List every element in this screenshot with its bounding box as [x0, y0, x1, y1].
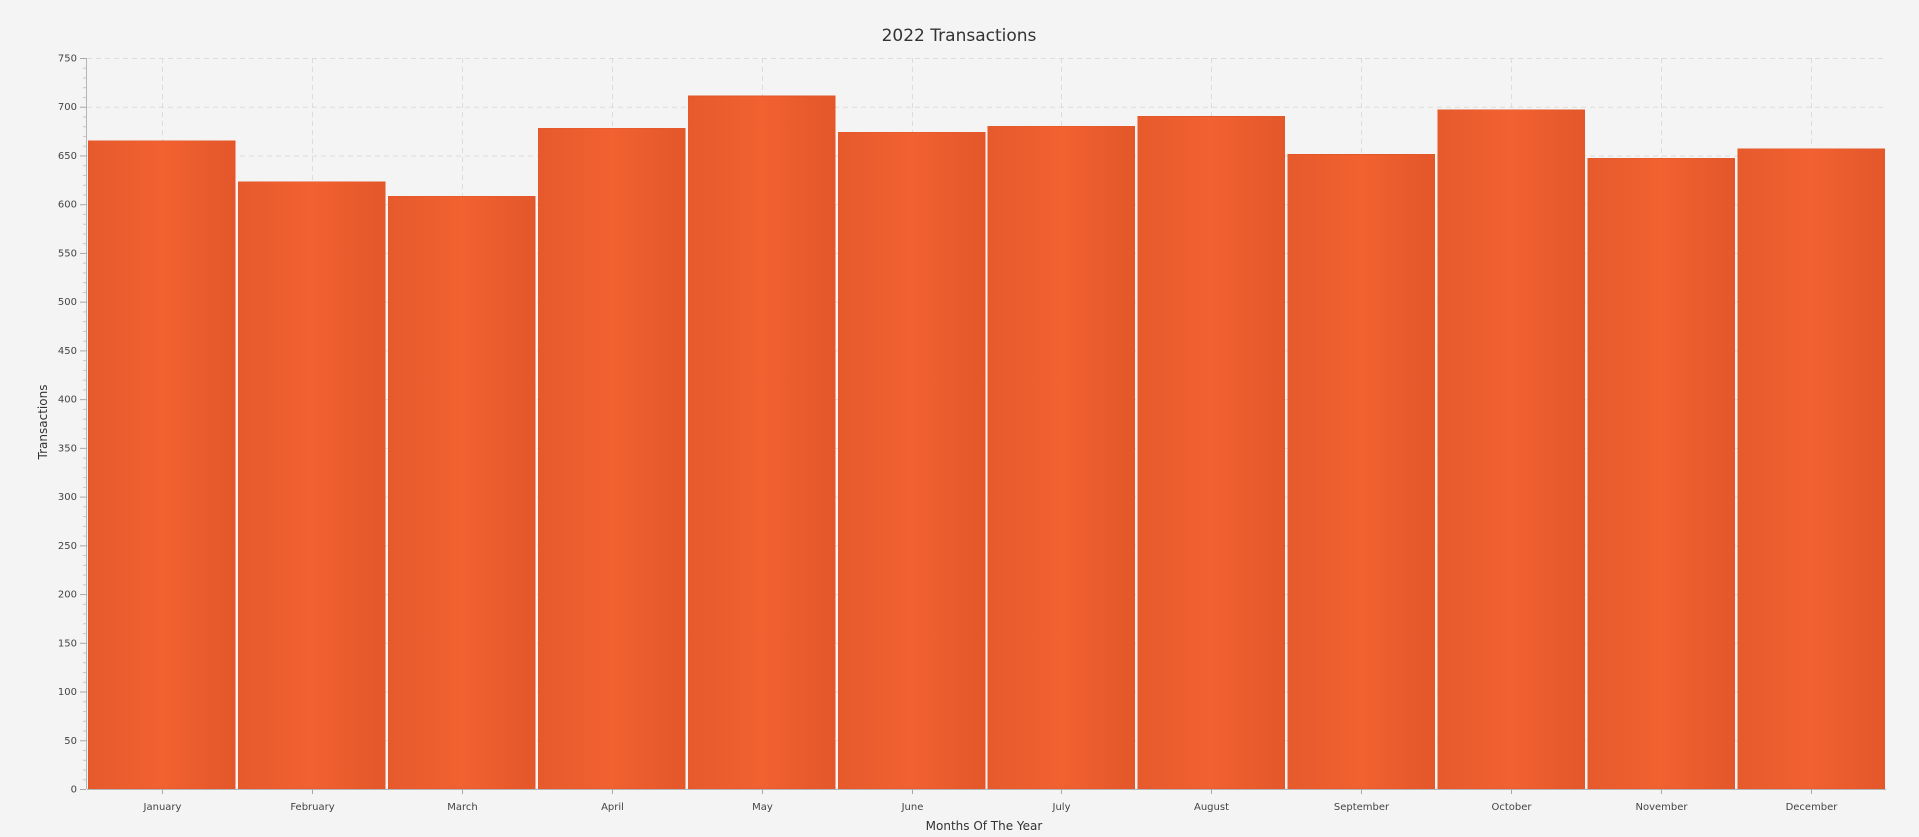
y-axis-label: Transactions — [36, 385, 50, 461]
bar — [1587, 158, 1735, 790]
y-tick-label: 150 — [58, 638, 77, 649]
axes — [80, 58, 1886, 794]
y-tick-labels: 0 50 100 150 200 250 300 350 400 450 500 550 600 650 7… — [58, 54, 77, 796]
y-tick-label: 0 — [71, 785, 77, 796]
bar — [537, 127, 686, 790]
y-tick-label: 350 — [58, 443, 77, 454]
x-tick-label: December — [1786, 802, 1839, 813]
y-tick-label: 400 — [58, 395, 77, 406]
y-tick-label: 550 — [58, 248, 77, 259]
y-tick-label: 50 — [64, 736, 77, 747]
bar — [687, 95, 836, 790]
x-axis-label: Months Of The Year — [926, 819, 1043, 833]
y-tick-label: 650 — [58, 151, 77, 162]
y-tick-label: 300 — [58, 492, 77, 503]
x-tick-label: February — [290, 802, 334, 813]
y-tick-label: 600 — [58, 200, 77, 211]
bar — [1287, 154, 1436, 790]
bar — [1137, 116, 1286, 790]
y-tick-label: 200 — [58, 590, 77, 601]
x-tick-label: June — [901, 802, 924, 813]
bar — [387, 196, 536, 790]
x-tick-label: January — [143, 802, 182, 813]
y-tick-label: 250 — [58, 541, 77, 552]
y-tick-label: 500 — [58, 297, 77, 308]
y-tick-label: 100 — [58, 687, 77, 698]
x-tick-label: September — [1334, 802, 1390, 813]
x-tick-label: October — [1491, 802, 1532, 813]
y-tick-label: 700 — [58, 102, 77, 113]
y-tick-label: 750 — [58, 54, 77, 65]
bar — [88, 140, 236, 790]
chart-title: 2022 Transactions — [882, 26, 1037, 46]
x-tick-label: July — [1052, 802, 1071, 813]
bar — [987, 125, 1136, 790]
x-tick-labels: January February March April May June July Augu… — [143, 802, 1839, 813]
bar — [1437, 109, 1586, 790]
x-tick-label: April — [601, 802, 624, 813]
x-tick-label: March — [447, 802, 477, 813]
bar — [1737, 148, 1885, 790]
bar — [837, 131, 986, 790]
y-tick-label: 450 — [58, 346, 77, 357]
bar — [238, 181, 386, 790]
x-tick-label: November — [1635, 802, 1688, 813]
x-tick-label: August — [1194, 802, 1229, 813]
x-tick-label: May — [752, 802, 773, 813]
bars — [88, 95, 1885, 790]
